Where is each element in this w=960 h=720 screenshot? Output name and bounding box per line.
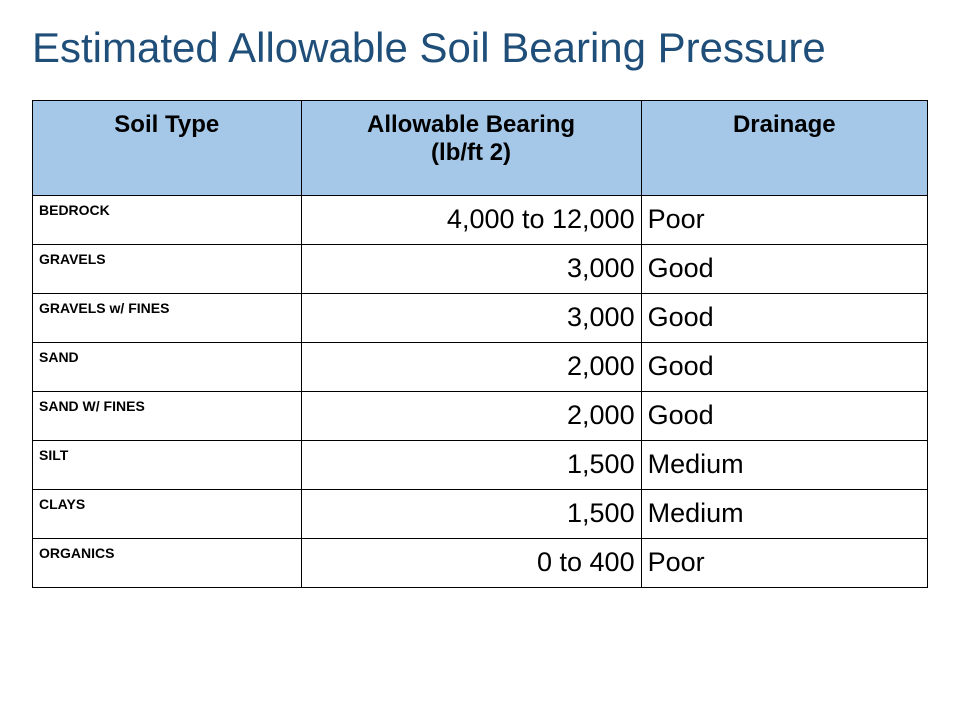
cell-soil-type: ORGANICS	[33, 539, 302, 588]
col-header-label: Soil Type	[114, 111, 219, 138]
cell-allowable-bearing: 4,000 to 12,000	[301, 196, 641, 245]
cell-allowable-bearing: 2,000	[301, 343, 641, 392]
cell-soil-type: BEDROCK	[33, 196, 302, 245]
col-header-label: Drainage	[733, 111, 836, 138]
cell-allowable-bearing: 1,500	[301, 490, 641, 539]
cell-allowable-bearing: 1,500	[301, 441, 641, 490]
cell-soil-type: SILT	[33, 441, 302, 490]
cell-soil-type: SAND	[33, 343, 302, 392]
col-header-sublabel: (lb/ft 2)	[310, 139, 633, 167]
cell-drainage: Medium	[641, 441, 927, 490]
cell-allowable-bearing: 3,000	[301, 294, 641, 343]
table-row: ORGANICS 0 to 400 Poor	[33, 539, 928, 588]
table-row: BEDROCK 4,000 to 12,000 Poor	[33, 196, 928, 245]
cell-drainage: Good	[641, 343, 927, 392]
cell-drainage: Medium	[641, 490, 927, 539]
col-header-drainage: Drainage	[641, 101, 927, 196]
table-row: GRAVELS w/ FINES 3,000 Good	[33, 294, 928, 343]
col-header-label: Allowable Bearing	[367, 111, 575, 138]
page-title: Estimated Allowable Soil Bearing Pressur…	[32, 24, 928, 72]
cell-soil-type: GRAVELS w/ FINES	[33, 294, 302, 343]
cell-drainage: Good	[641, 294, 927, 343]
col-header-soil-type: Soil Type	[33, 101, 302, 196]
cell-allowable-bearing: 0 to 400	[301, 539, 641, 588]
cell-allowable-bearing: 3,000	[301, 245, 641, 294]
cell-drainage: Poor	[641, 539, 927, 588]
soil-bearing-table: Soil Type Allowable Bearing (lb/ft 2) Dr…	[32, 100, 928, 588]
cell-soil-type: SAND W/ FINES	[33, 392, 302, 441]
col-header-allowable-bearing: Allowable Bearing (lb/ft 2)	[301, 101, 641, 196]
table-row: GRAVELS 3,000 Good	[33, 245, 928, 294]
table-row: CLAYS 1,500 Medium	[33, 490, 928, 539]
table-row: SAND W/ FINES 2,000 Good	[33, 392, 928, 441]
table-row: SILT 1,500 Medium	[33, 441, 928, 490]
table-row: SAND 2,000 Good	[33, 343, 928, 392]
cell-allowable-bearing: 2,000	[301, 392, 641, 441]
cell-drainage: Good	[641, 245, 927, 294]
cell-soil-type: CLAYS	[33, 490, 302, 539]
cell-drainage: Poor	[641, 196, 927, 245]
table-header-row: Soil Type Allowable Bearing (lb/ft 2) Dr…	[33, 101, 928, 196]
cell-soil-type: GRAVELS	[33, 245, 302, 294]
cell-drainage: Good	[641, 392, 927, 441]
